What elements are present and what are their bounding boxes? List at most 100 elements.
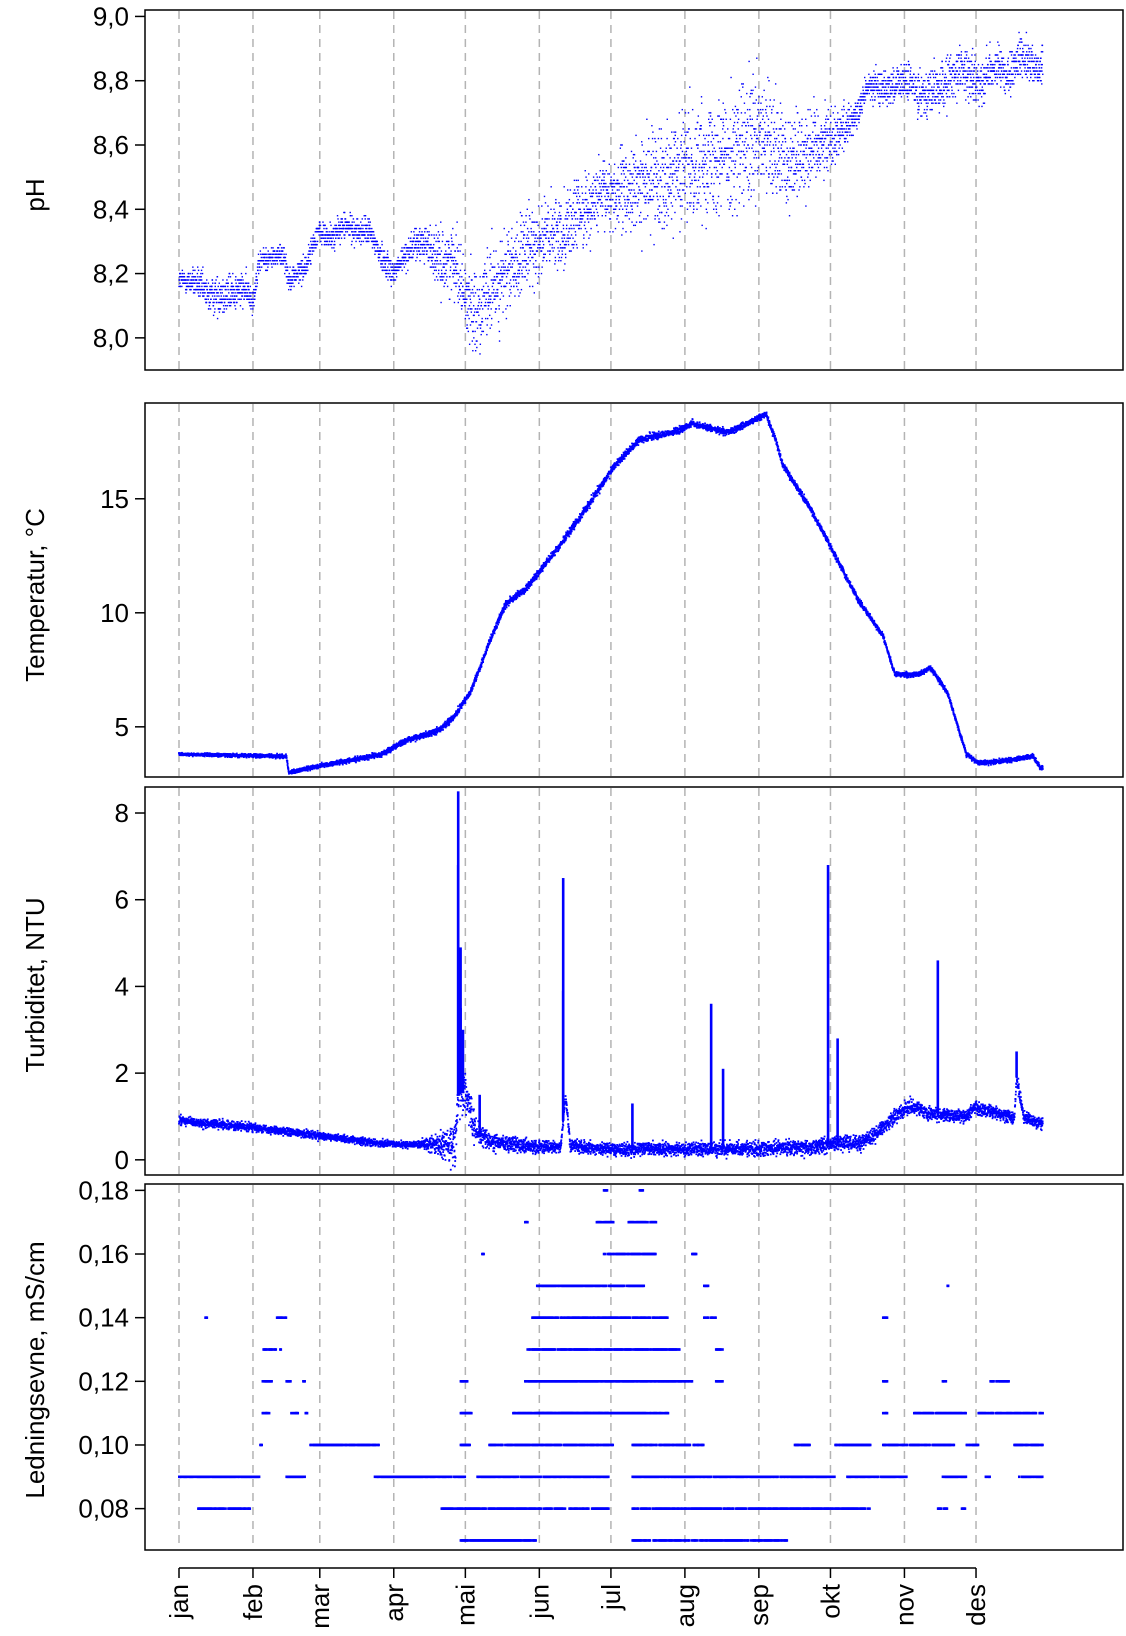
ph-point — [500, 285, 503, 288]
ph-point — [188, 279, 190, 281]
ph-point — [466, 311, 469, 313]
ph-point — [743, 205, 745, 207]
ph-point — [256, 282, 259, 284]
ph-point — [705, 163, 707, 165]
ph-point — [450, 253, 452, 255]
ph-point — [304, 256, 306, 259]
ph-point — [992, 63, 994, 66]
ph-point — [948, 80, 950, 82]
ph-point — [455, 234, 457, 236]
ph-point — [753, 128, 756, 130]
ph-point — [882, 102, 884, 104]
ph-point — [471, 288, 474, 291]
ph-point — [833, 137, 835, 140]
ph-point — [860, 92, 862, 95]
ph-point — [815, 176, 817, 178]
ph-point — [814, 115, 816, 117]
ph-point — [585, 198, 587, 201]
ph-point — [529, 250, 532, 252]
ph-point — [300, 263, 303, 265]
ph-point — [230, 285, 232, 288]
ph-point — [868, 73, 870, 75]
ph-point — [293, 269, 296, 272]
ph-point — [935, 89, 938, 92]
ph-point — [564, 218, 566, 220]
ph-point — [902, 73, 904, 75]
ph-point — [655, 176, 657, 178]
ph-point — [515, 279, 517, 281]
ph-point — [793, 170, 795, 172]
ph-point — [963, 60, 966, 63]
ph-point — [889, 96, 891, 98]
ph-point — [553, 247, 555, 249]
ph-point — [778, 173, 780, 175]
ph-point — [896, 67, 898, 69]
ph-point — [785, 189, 787, 191]
ph-point — [766, 105, 768, 108]
ph-point — [339, 243, 341, 246]
ph-point — [499, 282, 501, 284]
ph-point — [813, 137, 816, 140]
ph-point — [236, 295, 238, 297]
ph-point — [182, 279, 185, 281]
ph-point — [809, 153, 812, 156]
ph-point — [833, 118, 836, 120]
ph-point — [925, 86, 927, 88]
ph-point — [652, 195, 655, 198]
ph-point — [530, 227, 532, 230]
ph-point — [716, 202, 719, 204]
ph-point — [434, 260, 437, 262]
ph-point — [899, 80, 901, 82]
ph-point — [611, 189, 614, 191]
ph-point — [640, 192, 642, 194]
ph-point — [241, 288, 243, 291]
ph-point — [581, 192, 584, 194]
ph-point — [646, 192, 649, 194]
ph-point — [588, 189, 591, 191]
ph-point — [729, 205, 731, 207]
ph-point — [692, 211, 695, 214]
ph-point — [823, 141, 825, 143]
ph-point — [393, 272, 396, 275]
ph-point — [590, 211, 592, 214]
ph-point — [460, 243, 462, 246]
ph-point — [456, 263, 459, 265]
ph-point — [817, 157, 819, 159]
ph-point — [576, 195, 578, 198]
ph-point — [630, 173, 633, 175]
ph-point — [955, 73, 957, 75]
ph-point — [723, 150, 725, 153]
ph-point — [441, 276, 443, 278]
ph-point — [688, 176, 691, 178]
ph-point — [898, 92, 900, 95]
ph-point — [629, 202, 632, 204]
ph-point — [337, 237, 340, 239]
ph-point — [663, 227, 665, 230]
ph-point — [362, 227, 364, 230]
ph-point — [774, 137, 776, 140]
ph-point — [185, 288, 188, 291]
ph-point — [222, 285, 224, 288]
ph-point — [581, 186, 583, 188]
ph-point — [184, 282, 187, 284]
ph-point — [500, 266, 503, 268]
ph-point — [789, 186, 792, 188]
ph-point — [309, 260, 312, 262]
ph-point — [972, 99, 975, 101]
ph-point — [480, 333, 482, 336]
ph-point — [611, 192, 613, 194]
ph-point — [250, 292, 252, 294]
ph-point — [297, 272, 299, 275]
ph-point — [461, 295, 464, 297]
ph-point — [186, 282, 188, 284]
ph-point — [597, 231, 599, 233]
ph-point — [586, 179, 588, 182]
ph-point — [328, 231, 330, 233]
ph-point — [308, 250, 310, 252]
ph-point — [521, 269, 523, 272]
ph-point — [493, 276, 496, 278]
ph-point — [853, 108, 855, 111]
ph-point — [214, 285, 216, 288]
ph-point — [806, 170, 808, 172]
ph-point — [964, 70, 966, 72]
